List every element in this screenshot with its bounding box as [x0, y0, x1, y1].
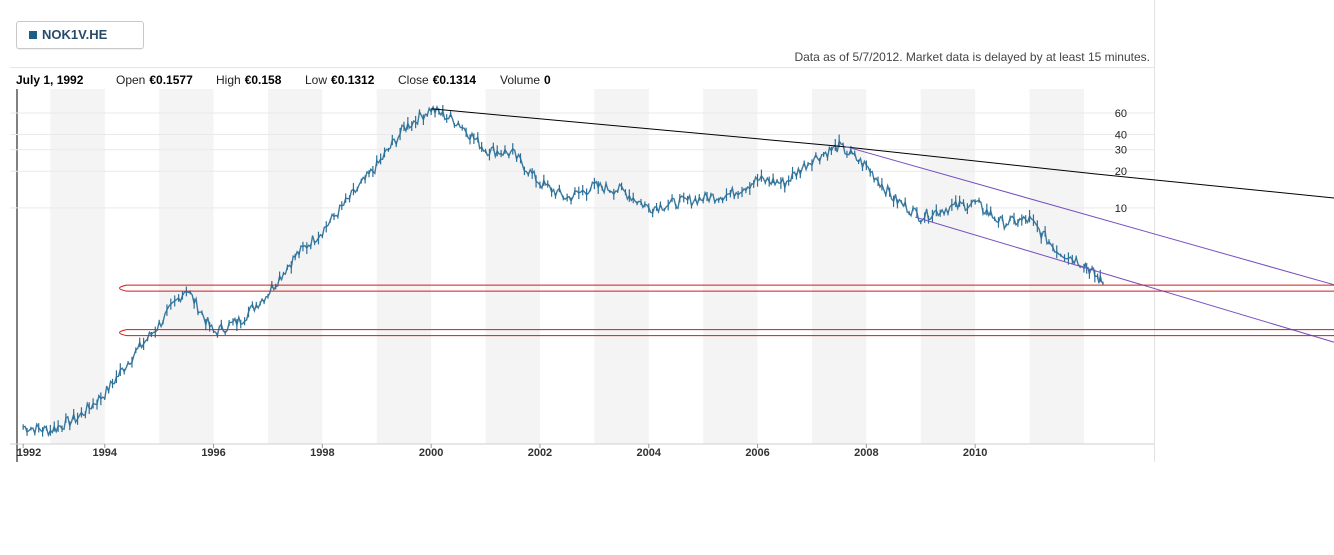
info-low-label: Low	[305, 73, 328, 87]
year-band	[267, 89, 323, 444]
ticker-symbol-label: NOK1V.HE	[42, 27, 108, 42]
info-volume-value: 0	[544, 73, 551, 87]
info-close-value: €0.1314	[432, 73, 477, 87]
info-close-label: Close	[398, 73, 429, 87]
y-axis-ticks: 60 40 30 20 10	[1115, 108, 1127, 215]
year-bands	[16, 89, 1084, 462]
x-tick-label: 1996	[201, 447, 225, 459]
y-tick-label: 30	[1115, 145, 1127, 157]
year-band	[703, 89, 758, 444]
series-color-swatch	[29, 31, 37, 39]
x-tick-label: 1998	[310, 447, 334, 459]
year-band	[50, 89, 105, 444]
info-close: Close €0.1314	[398, 73, 476, 87]
x-tick-label: 1994	[93, 447, 118, 459]
price-series	[22, 104, 1104, 438]
y-tick-label: 20	[1115, 166, 1127, 178]
x-tick-label: 2004	[637, 447, 662, 459]
y-tick-label: 10	[1115, 203, 1127, 215]
info-high: High €0.158	[216, 73, 281, 87]
year-band	[376, 89, 432, 444]
resistance-trendline	[431, 108, 1334, 199]
x-tick-label: 2008	[854, 447, 878, 459]
x-tick-label: 2000	[419, 447, 443, 459]
info-low: Low €0.1312	[305, 73, 374, 87]
info-volume: Volume 0	[500, 73, 551, 87]
year-band	[1029, 89, 1084, 444]
x-axis: 1992 1994 1996 1998 2000 2002 2004 2006 2008 2010	[10, 443, 1154, 459]
annotation-lines	[119, 108, 1334, 343]
y-tick-label: 60	[1115, 108, 1127, 120]
x-tick-label: 2006	[745, 447, 769, 459]
year-band	[920, 89, 976, 444]
year-band	[159, 89, 214, 444]
year-band	[485, 89, 540, 444]
info-open: Open €0.1577	[116, 73, 193, 87]
channel-line	[915, 216, 1334, 343]
info-low-value: €0.1312	[331, 73, 375, 87]
channel-line	[844, 145, 1334, 286]
x-tick-label: 2010	[963, 447, 987, 459]
year-band	[594, 89, 649, 444]
info-high-label: High	[216, 73, 241, 87]
chart-frame-right-edge	[1154, 0, 1155, 462]
ticker-legend-button[interactable]: NOK1V.HE	[16, 21, 144, 49]
data-delay-note: Data as of 5/7/2012. Market data is dela…	[794, 50, 1150, 64]
support-band-line	[119, 284, 1334, 292]
info-date: July 1, 1992	[16, 73, 84, 87]
horizontal-gridlines	[10, 112, 1154, 209]
info-open-value: €0.1577	[149, 73, 193, 87]
x-tick-label: 2002	[528, 447, 552, 459]
info-volume-label: Volume	[500, 73, 541, 87]
ohlc-info-bar: July 1, 1992 Open €0.1577 High €0.158 Low €…	[10, 67, 1154, 90]
support-band-line	[119, 329, 1334, 337]
info-high-value: €0.158	[244, 73, 282, 87]
y-tick-label: 40	[1115, 129, 1127, 141]
info-open-label: Open	[116, 73, 146, 87]
x-tick-label: 1992	[17, 447, 41, 459]
